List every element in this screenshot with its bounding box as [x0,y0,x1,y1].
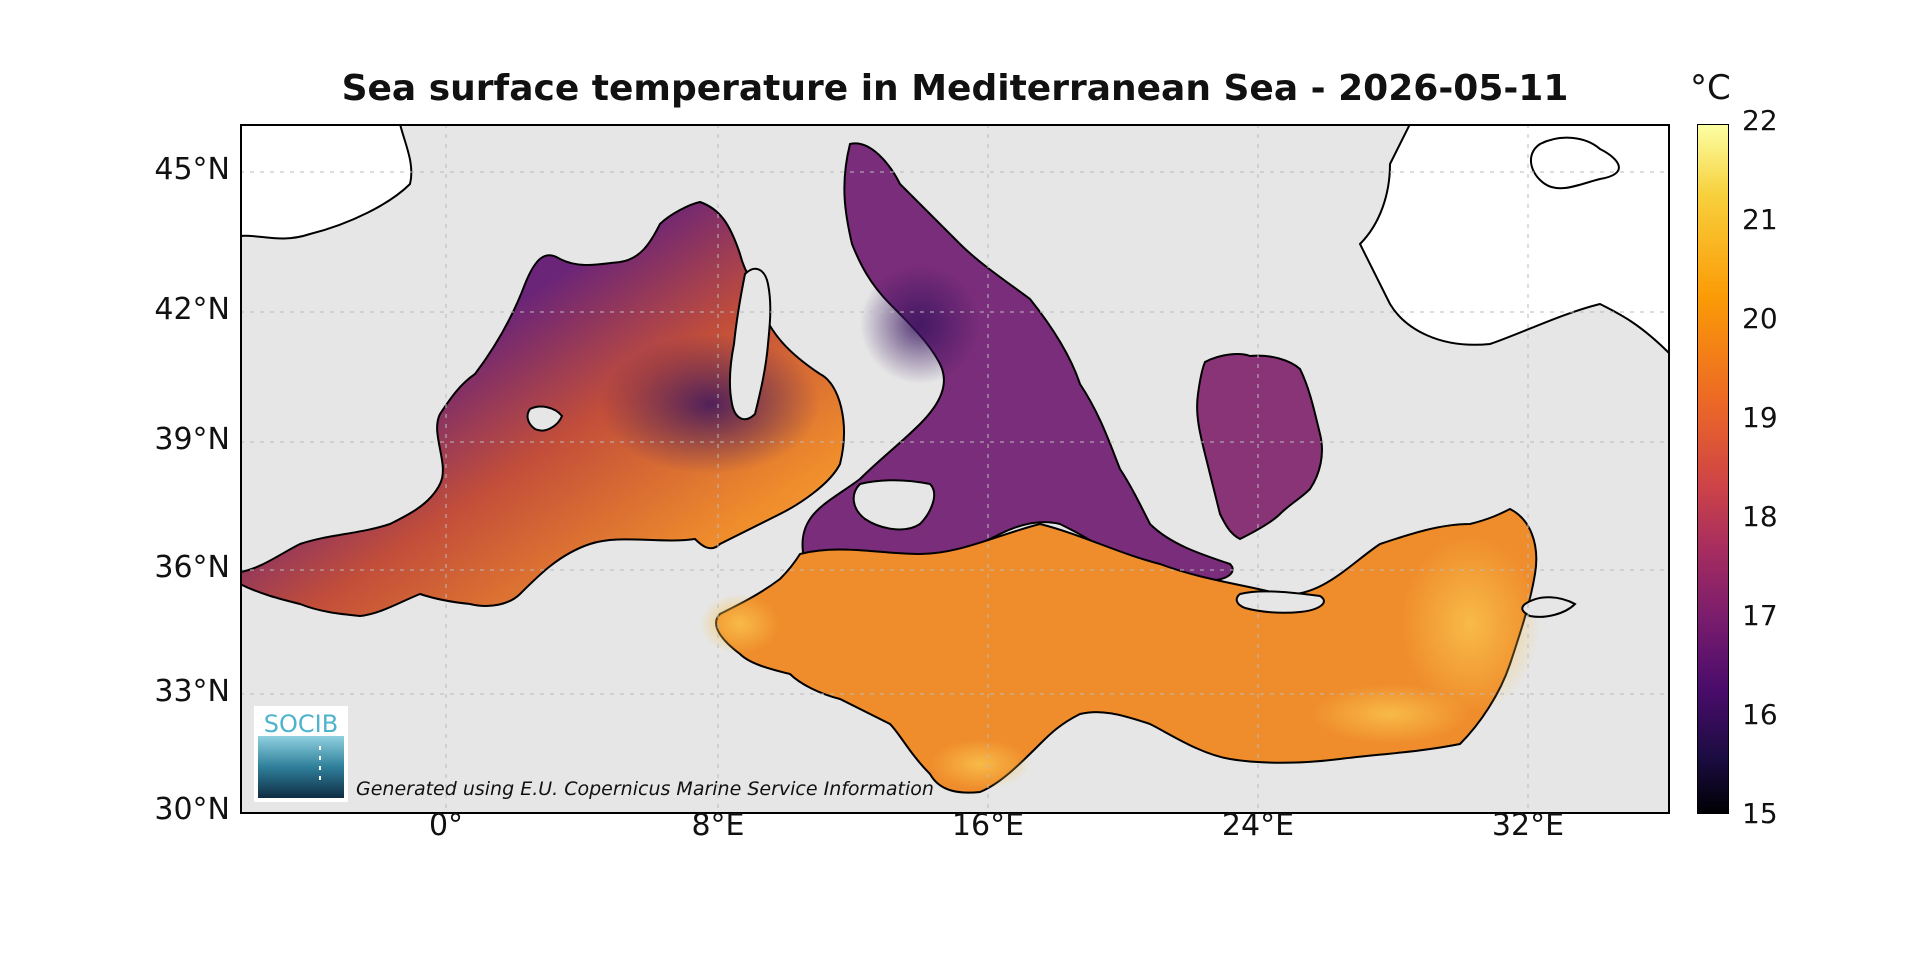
island-sicily [852,479,936,531]
lon-tick-32e: 32°E [1491,808,1565,843]
lat-tick-33n: 33°N [154,674,230,709]
crimea [1530,136,1620,190]
colorbar-tick-16: 16 [1742,698,1778,731]
map-border [240,124,1670,814]
lon-tick-0: 0° [428,808,464,843]
lat-tick-39n: 39°N [154,422,230,457]
cold-spot-tyrrhenian [860,264,980,384]
cold-spot-ligurian [600,334,820,474]
map-title: Sea surface temperature in Mediterranean… [341,68,1569,109]
lon-tick-8e: 8°E [691,808,745,843]
warm-spot-levant [1400,534,1540,714]
lat-tick-36n: 36°N [154,550,230,585]
island-cyprus [1521,596,1577,618]
lat-tick-42n: 42°N [154,292,230,327]
adriatic-ionian-sea [801,142,1234,583]
lon-tick-16e: 16°E [951,808,1025,843]
aegean-sea [1196,353,1323,541]
map-frame [240,124,1670,814]
colorbar-tick-19: 19 [1742,401,1778,434]
socib-logo: SOCIB [254,706,348,802]
colorbar-tick-17: 17 [1742,599,1778,632]
lat-tick-45n: 45°N [154,152,230,187]
colorbar [1697,124,1729,814]
colorbar-tick-21: 21 [1742,203,1778,236]
warm-spot-libya [1310,684,1470,744]
colorbar-tick-20: 20 [1742,302,1778,335]
island-corsica-sardinia [728,267,772,421]
colorbar-tick-18: 18 [1742,500,1778,533]
island-crete [1235,590,1325,614]
colorbar-unit: °C [1690,68,1731,108]
gridlines [240,124,1670,814]
lon-tick-24e: 24°E [1221,808,1295,843]
colorbar-tick-15: 15 [1742,797,1778,830]
warm-spot-tunisia [700,594,780,654]
warm-spot-gulf-sirte [930,739,1030,789]
attribution-text: Generated using E.U. Copernicus Marine S… [356,778,934,800]
colorbar-tick-22: 22 [1742,104,1778,137]
socib-logo-text: SOCIB [264,710,338,738]
lat-tick-30n: 30°N [154,792,230,827]
island-balearic [526,405,564,432]
outside-domain-northwest [240,124,413,240]
